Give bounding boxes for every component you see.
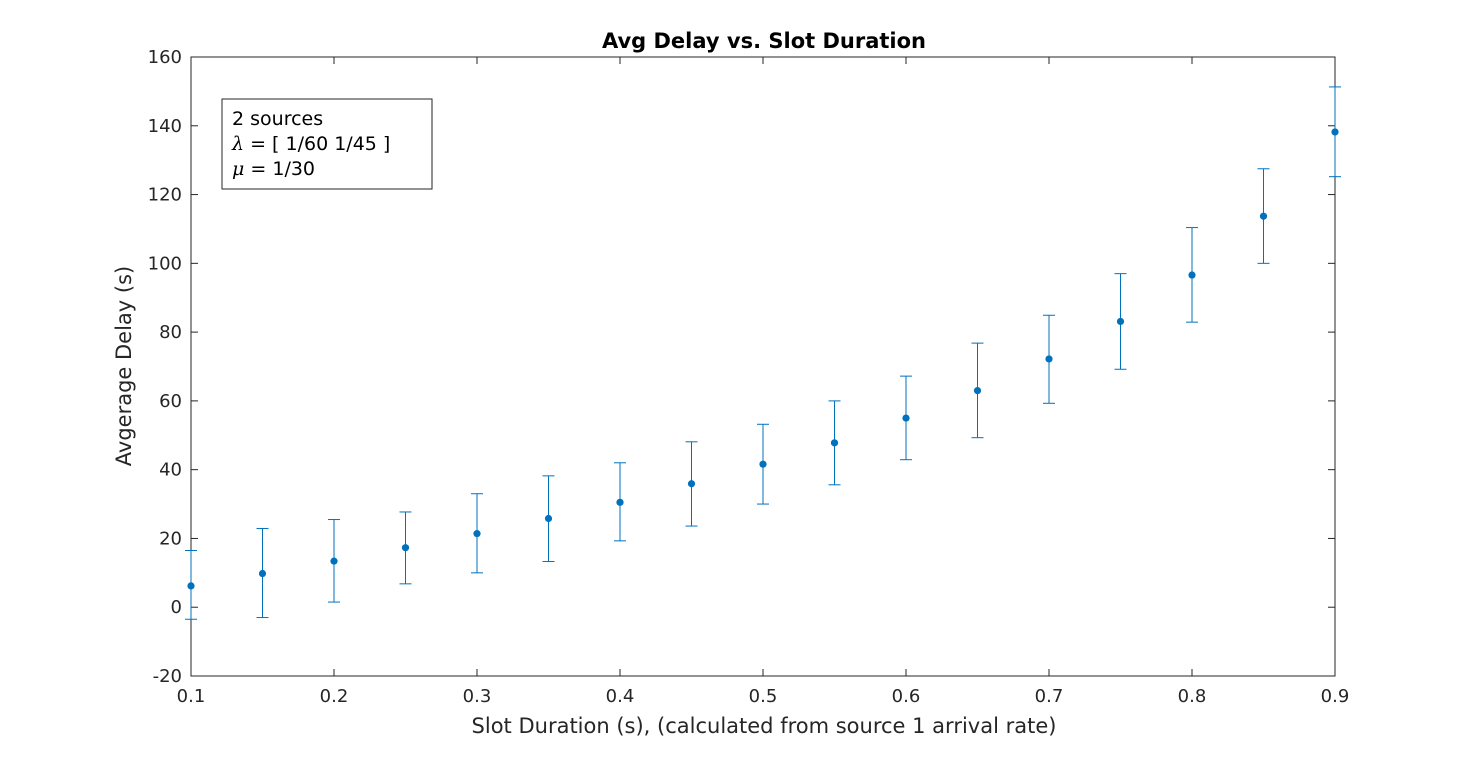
error-bar-point <box>328 519 340 603</box>
x-axis-label: Slot Duration (s), (calculated from sour… <box>472 714 1057 738</box>
error-bar-point <box>542 475 555 562</box>
error-bar-point <box>399 511 412 585</box>
legend-text: = 1/30 <box>244 158 315 180</box>
legend-entry: λ = [ 1/60 1/45 ] <box>231 133 390 155</box>
legend-symbol: μ <box>232 158 244 180</box>
error-bar-point <box>471 493 483 574</box>
data-point <box>544 514 553 523</box>
x-tick-label: 0.4 <box>606 686 635 707</box>
y-tick-label: 0 <box>171 597 182 618</box>
data-point <box>258 569 267 578</box>
y-axis-label: Avgerage Delay (s) <box>112 266 136 466</box>
y-tick-label: 20 <box>159 528 182 549</box>
legend-entry: 2 sources <box>232 108 323 130</box>
legend-text: = [ 1/60 1/45 ] <box>244 133 390 155</box>
x-tick-label: 0.2 <box>320 686 349 707</box>
x-tick-label: 0.7 <box>1035 686 1064 707</box>
data-point <box>330 557 338 565</box>
data-point <box>1045 355 1053 363</box>
data-point <box>687 480 696 488</box>
data-series <box>185 86 1341 620</box>
error-bar-point <box>1114 273 1127 370</box>
error-bar-point <box>614 462 626 542</box>
data-point <box>1116 317 1125 326</box>
data-point <box>759 460 767 468</box>
error-bar-point <box>1186 227 1198 323</box>
x-tick-label: 0.5 <box>749 686 778 707</box>
error-bar-point <box>828 400 841 486</box>
data-point <box>1188 271 1196 279</box>
error-bar-point <box>757 423 769 505</box>
data-point <box>973 386 982 395</box>
chart-title: Avg Delay vs. Slot Duration <box>602 29 926 53</box>
error-bar-point <box>256 527 269 619</box>
x-tick-label: 0.9 <box>1321 686 1350 707</box>
error-bar-point <box>1257 168 1270 264</box>
error-bar-point <box>900 375 912 461</box>
data-point <box>616 498 624 506</box>
y-tick-label: 160 <box>148 47 182 68</box>
error-bar-point <box>685 441 698 527</box>
error-bar-point <box>971 342 984 439</box>
data-point <box>902 414 910 422</box>
y-tick-label: 60 <box>159 391 182 412</box>
legend-entry: μ = 1/30 <box>232 158 315 180</box>
x-tick-label: 0.3 <box>463 686 492 707</box>
x-tick-label: 0.8 <box>1178 686 1207 707</box>
legend-box <box>221 98 433 190</box>
data-point <box>830 439 839 447</box>
error-bar-point <box>1043 314 1055 404</box>
error-bar-point <box>185 549 197 620</box>
y-tick-label: 40 <box>159 460 182 481</box>
data-point <box>1259 212 1268 220</box>
y-tick-label: 80 <box>159 322 182 343</box>
data-point <box>401 544 410 552</box>
y-tick-label: 100 <box>148 253 182 274</box>
x-tick-label: 0.1 <box>177 686 206 707</box>
y-tick-label: 120 <box>148 185 182 206</box>
y-tick-label: 140 <box>148 116 182 137</box>
data-point <box>187 582 195 590</box>
y-axis: -20 0 20 40 60 80 100 120 140 160 <box>148 47 1335 687</box>
legend-text: 2 sources <box>232 108 323 130</box>
error-bar-point <box>1329 86 1341 178</box>
x-axis: 0.1 0.2 0.3 0.4 0.5 0.6 0.7 0.8 0.9 <box>177 57 1350 707</box>
y-tick-label: -20 <box>153 666 182 687</box>
x-tick-label: 0.6 <box>892 686 921 707</box>
data-point <box>1331 128 1339 136</box>
legend-symbol: λ <box>231 133 244 155</box>
data-point <box>473 530 481 538</box>
